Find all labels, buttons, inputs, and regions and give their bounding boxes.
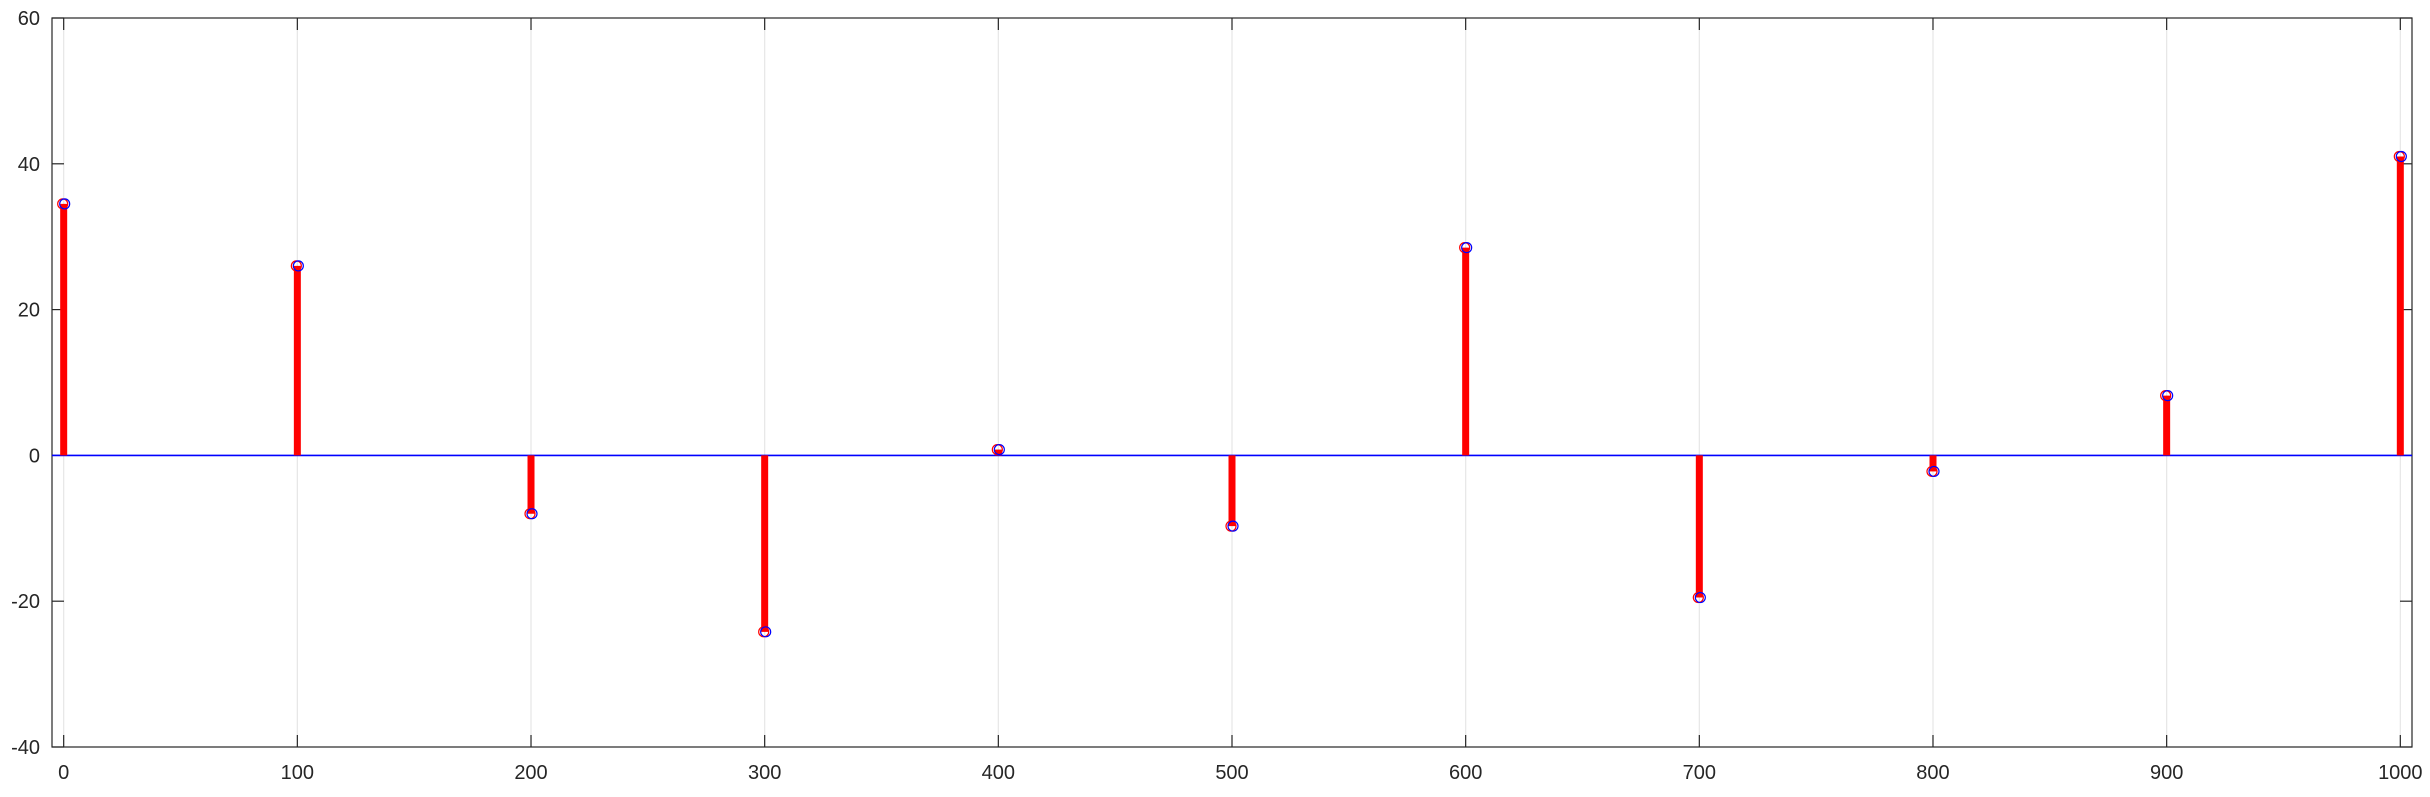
x-tick-label: 400 bbox=[982, 762, 1015, 784]
data-layer bbox=[52, 150, 2412, 638]
x-tick-label: 200 bbox=[514, 762, 547, 784]
stem-marker bbox=[59, 198, 71, 210]
stem-marker bbox=[1694, 591, 1706, 604]
y-tick-label: 60 bbox=[18, 8, 40, 30]
y-tick-label: 0 bbox=[29, 445, 40, 467]
x-tick-label: 100 bbox=[281, 762, 314, 784]
stem-marker bbox=[1928, 465, 1940, 478]
x-tick-label: 1000 bbox=[2378, 762, 2423, 784]
stem-marker bbox=[1227, 520, 1239, 532]
tick-label-layer: 0 100 200 300 400 500 600 700 800 900 1000 -40 -20 0 2… bbox=[11, 8, 2422, 784]
x-tick-label: 500 bbox=[1215, 762, 1248, 784]
y-tick-label: -40 bbox=[11, 737, 40, 759]
y-tick-label: 20 bbox=[18, 300, 40, 322]
x-tick-label: 900 bbox=[2150, 762, 2183, 784]
stem-marker bbox=[526, 508, 538, 520]
y-tick-label: -20 bbox=[11, 591, 40, 613]
stem-marker bbox=[2162, 390, 2174, 402]
y-tick-label: 40 bbox=[18, 154, 40, 176]
x-tick-label: 800 bbox=[1916, 762, 1949, 784]
axis-layer bbox=[51, 17, 2413, 748]
x-tick-label: 600 bbox=[1449, 762, 1482, 784]
x-tick-label: 700 bbox=[1683, 762, 1716, 784]
stem-marker bbox=[993, 443, 1005, 456]
x-tick-label: 0 bbox=[58, 762, 69, 784]
stem-marker bbox=[760, 626, 772, 638]
stem-marker bbox=[2395, 150, 2407, 163]
x-tick-label: 300 bbox=[748, 762, 781, 784]
stem-marker bbox=[292, 260, 304, 272]
stem-marker bbox=[1461, 242, 1473, 254]
